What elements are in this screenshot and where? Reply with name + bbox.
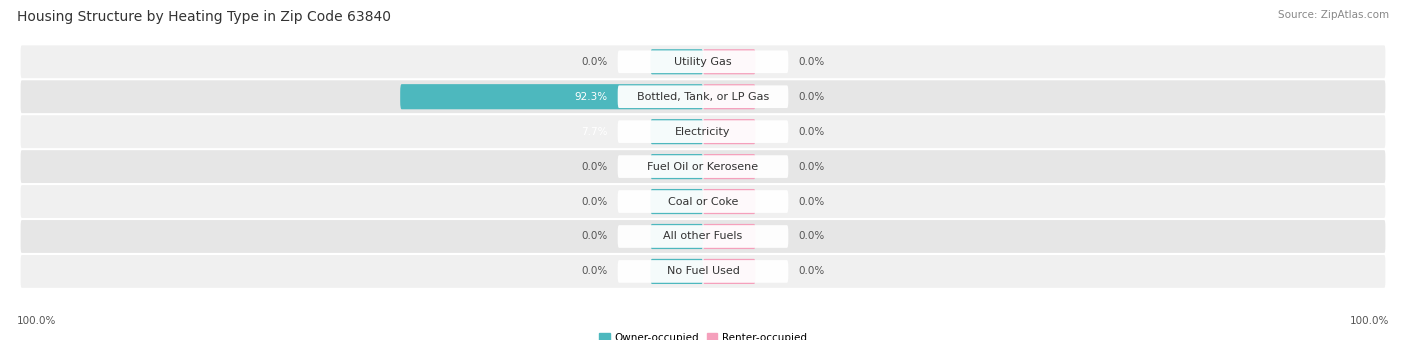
FancyBboxPatch shape xyxy=(617,225,789,248)
FancyBboxPatch shape xyxy=(21,255,1385,288)
FancyBboxPatch shape xyxy=(651,49,703,74)
Text: 92.3%: 92.3% xyxy=(575,92,607,102)
FancyBboxPatch shape xyxy=(703,49,755,74)
FancyBboxPatch shape xyxy=(401,84,703,109)
Text: 0.0%: 0.0% xyxy=(582,162,607,172)
FancyBboxPatch shape xyxy=(21,150,1385,183)
Text: Electricity: Electricity xyxy=(675,127,731,137)
FancyBboxPatch shape xyxy=(617,85,789,108)
FancyBboxPatch shape xyxy=(21,220,1385,253)
FancyBboxPatch shape xyxy=(703,119,755,144)
Text: 0.0%: 0.0% xyxy=(799,162,824,172)
Text: 0.0%: 0.0% xyxy=(799,267,824,276)
Text: Coal or Coke: Coal or Coke xyxy=(668,197,738,206)
FancyBboxPatch shape xyxy=(617,50,789,73)
FancyBboxPatch shape xyxy=(651,224,703,249)
Text: 0.0%: 0.0% xyxy=(582,232,607,241)
Text: No Fuel Used: No Fuel Used xyxy=(666,267,740,276)
Text: 0.0%: 0.0% xyxy=(799,92,824,102)
FancyBboxPatch shape xyxy=(651,119,703,144)
Text: 0.0%: 0.0% xyxy=(582,267,607,276)
Text: 0.0%: 0.0% xyxy=(799,57,824,67)
FancyBboxPatch shape xyxy=(617,190,789,213)
FancyBboxPatch shape xyxy=(703,189,755,214)
FancyBboxPatch shape xyxy=(703,259,755,284)
Text: Bottled, Tank, or LP Gas: Bottled, Tank, or LP Gas xyxy=(637,92,769,102)
Text: 0.0%: 0.0% xyxy=(799,232,824,241)
FancyBboxPatch shape xyxy=(703,154,755,179)
FancyBboxPatch shape xyxy=(21,115,1385,148)
FancyBboxPatch shape xyxy=(21,45,1385,78)
Text: Fuel Oil or Kerosene: Fuel Oil or Kerosene xyxy=(647,162,759,172)
FancyBboxPatch shape xyxy=(21,185,1385,218)
FancyBboxPatch shape xyxy=(651,154,703,179)
FancyBboxPatch shape xyxy=(703,224,755,249)
Text: Utility Gas: Utility Gas xyxy=(675,57,731,67)
Text: 100.0%: 100.0% xyxy=(17,317,56,326)
FancyBboxPatch shape xyxy=(617,155,789,178)
FancyBboxPatch shape xyxy=(617,120,789,143)
Text: Housing Structure by Heating Type in Zip Code 63840: Housing Structure by Heating Type in Zip… xyxy=(17,10,391,24)
FancyBboxPatch shape xyxy=(703,84,755,109)
Text: 0.0%: 0.0% xyxy=(582,197,607,206)
FancyBboxPatch shape xyxy=(617,260,789,283)
Text: All other Fuels: All other Fuels xyxy=(664,232,742,241)
Text: 100.0%: 100.0% xyxy=(1350,317,1389,326)
FancyBboxPatch shape xyxy=(21,80,1385,113)
FancyBboxPatch shape xyxy=(651,259,703,284)
Text: 7.7%: 7.7% xyxy=(581,127,607,137)
Text: 0.0%: 0.0% xyxy=(799,127,824,137)
FancyBboxPatch shape xyxy=(651,189,703,214)
Text: Source: ZipAtlas.com: Source: ZipAtlas.com xyxy=(1278,10,1389,20)
Legend: Owner-occupied, Renter-occupied: Owner-occupied, Renter-occupied xyxy=(599,333,807,340)
Text: 0.0%: 0.0% xyxy=(582,57,607,67)
Text: 0.0%: 0.0% xyxy=(799,197,824,206)
